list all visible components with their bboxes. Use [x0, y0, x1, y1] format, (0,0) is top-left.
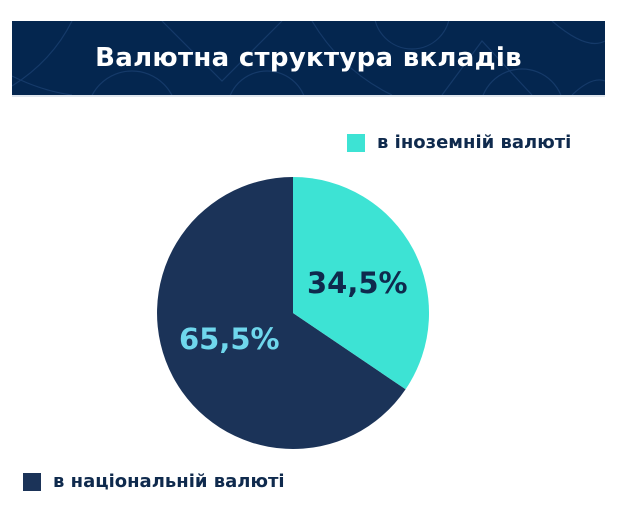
chart-header: Валютна структура вкладів — [12, 21, 605, 95]
pie-chart — [157, 177, 430, 449]
pie-label-national: 65,5% — [179, 322, 280, 356]
pie-label-foreign: 34,5% — [307, 266, 408, 300]
chart-title: Валютна структура вкладів — [95, 43, 522, 73]
header-divider — [12, 95, 605, 97]
legend-item-national-currency: в національній валюті — [23, 471, 285, 492]
header-pattern-decoration — [12, 21, 605, 95]
pie-slice-national — [157, 177, 406, 449]
legend-swatch-foreign-icon — [347, 133, 365, 152]
pie-slice-foreign — [293, 177, 430, 390]
legend-swatch-national-icon — [23, 472, 41, 491]
legend-label-foreign: в іноземній валюті — [377, 132, 572, 153]
legend-label-national: в національній валюті — [53, 471, 285, 492]
legend-item-foreign-currency: в іноземній валюті — [347, 132, 571, 153]
